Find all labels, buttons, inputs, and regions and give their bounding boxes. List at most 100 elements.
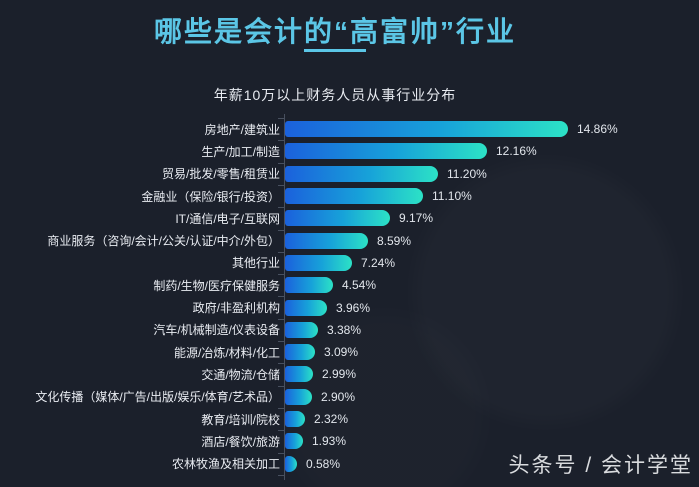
chart-row: 政府/非盈利机构 3.96% bbox=[0, 296, 699, 318]
bar bbox=[285, 411, 305, 427]
chart-row: IT/通信/电子/互联网 9.17% bbox=[0, 207, 699, 229]
chart-row: 汽车/机械制造/仪表设备 3.38% bbox=[0, 319, 699, 341]
bar-wrap: 0.58% bbox=[285, 455, 341, 472]
chart-row: 能源/冶炼/材料/化工 3.09% bbox=[0, 341, 699, 363]
bar bbox=[285, 232, 368, 249]
value-label: 9.17% bbox=[399, 211, 434, 226]
bar-wrap: 14.86% bbox=[285, 121, 618, 138]
chart-row: 农林牧渔及相关加工 0.58% bbox=[0, 452, 699, 474]
category-label: 商业服务（咨询/会计/公关/认证/中介/外包） bbox=[47, 234, 280, 249]
axis-tick bbox=[278, 318, 284, 320]
axis-tick bbox=[278, 207, 284, 209]
value-label: 8.59% bbox=[377, 233, 412, 248]
axis-tick bbox=[278, 229, 284, 231]
value-label: 2.90% bbox=[321, 389, 356, 404]
bar bbox=[285, 321, 318, 338]
bar-chart: 房地产/建筑业 14.86% 生产/加工/制造 12.16% 贸易/批发/零售/租赁业 1… bbox=[0, 118, 699, 475]
axis-tick bbox=[278, 363, 284, 365]
bar-wrap: 11.10% bbox=[285, 188, 472, 205]
axis-tick bbox=[278, 430, 284, 432]
category-label: 制药/生物/医疗保健服务 bbox=[153, 278, 280, 293]
category-label: 能源/冶炼/材料/化工 bbox=[173, 345, 280, 360]
axis-tick bbox=[278, 140, 284, 142]
bar-wrap: 3.96% bbox=[285, 299, 371, 316]
bar-wrap: 4.54% bbox=[285, 277, 377, 294]
axis-tick bbox=[278, 274, 284, 276]
axis-tick bbox=[278, 341, 284, 342]
axis-tick bbox=[278, 118, 284, 119]
bar-wrap: 2.90% bbox=[285, 388, 356, 405]
value-label: 11.20% bbox=[447, 166, 487, 181]
bar-wrap: 1.93% bbox=[285, 433, 347, 450]
chart-row: 制药/生物/医疗保健服务 4.54% bbox=[0, 274, 699, 296]
bar-wrap: 3.09% bbox=[285, 344, 359, 361]
axis-tick bbox=[278, 474, 284, 476]
chart-row: 贸易/批发/零售/租赁业 11.20% bbox=[0, 163, 699, 185]
value-label: 2.32% bbox=[314, 412, 349, 426]
bar bbox=[285, 143, 487, 160]
bar bbox=[285, 455, 297, 472]
category-label: 教育/培训/院校 bbox=[201, 412, 280, 427]
header: 哪些是会计的“高富帅”行业 bbox=[0, 10, 670, 50]
axis-tick bbox=[278, 385, 284, 387]
category-label: IT/通信/电子/互联网 bbox=[175, 211, 280, 226]
axis-tick bbox=[278, 452, 284, 454]
value-label: 3.09% bbox=[324, 345, 359, 360]
category-label: 其他行业 bbox=[231, 256, 280, 271]
bar-wrap: 7.24% bbox=[285, 254, 396, 271]
value-label: 14.86% bbox=[577, 122, 618, 137]
bar bbox=[285, 299, 327, 316]
category-label: 政府/非盈利机构 bbox=[192, 301, 280, 316]
value-label: 12.16% bbox=[496, 144, 537, 159]
bar-wrap: 11.20% bbox=[285, 165, 487, 182]
category-label: 房地产/建筑业 bbox=[204, 122, 280, 137]
chart-row: 文化传播（媒体/广告/出版/娱乐/体育/艺术品） 2.90% bbox=[0, 386, 699, 408]
axis-tick bbox=[278, 407, 284, 409]
y-axis-line bbox=[284, 114, 285, 480]
axis-tick bbox=[278, 162, 284, 164]
bar-wrap: 3.38% bbox=[285, 321, 362, 338]
value-label: 1.93% bbox=[312, 434, 347, 449]
bar-wrap: 2.99% bbox=[285, 366, 357, 383]
bar bbox=[285, 388, 312, 405]
bar bbox=[285, 188, 423, 205]
chart-row: 金融业（保险/银行/投资） 11.10% bbox=[0, 185, 699, 207]
value-label: 4.54% bbox=[342, 278, 377, 293]
value-label: 3.38% bbox=[327, 322, 362, 337]
bar bbox=[285, 366, 313, 383]
category-label: 农林牧渔及相关加工 bbox=[171, 457, 280, 472]
bar-wrap: 8.59% bbox=[285, 232, 412, 249]
value-label: 11.10% bbox=[432, 189, 472, 204]
watermark: 头条号 / 会计学堂 bbox=[508, 454, 693, 477]
axis-tick bbox=[278, 251, 284, 253]
value-label: 3.96% bbox=[336, 300, 371, 315]
bar bbox=[285, 254, 352, 271]
bar-wrap: 9.17% bbox=[285, 210, 434, 227]
chart-subtitle: 年薪10万以上财务人员从事行业分布 bbox=[213, 87, 457, 103]
category-label: 文化传播（媒体/广告/出版/娱乐/体育/艺术品） bbox=[35, 390, 280, 405]
chart-row: 房地产/建筑业 14.86% bbox=[0, 118, 699, 140]
value-label: 7.24% bbox=[361, 255, 396, 270]
category-label: 酒店/餐饮/旅游 bbox=[201, 434, 280, 449]
bar bbox=[285, 165, 438, 182]
bar-wrap: 12.16% bbox=[285, 143, 537, 160]
chart-row: 商业服务（咨询/会计/公关/认证/中介/外包） 8.59% bbox=[0, 229, 699, 251]
bar bbox=[285, 344, 315, 361]
bar bbox=[285, 433, 303, 450]
value-label: 2.99% bbox=[322, 367, 357, 382]
bar-wrap: 2.32% bbox=[285, 411, 348, 427]
bar bbox=[285, 210, 390, 227]
category-label: 汽车/机械制造/仪表设备 bbox=[153, 323, 280, 338]
category-label: 金融业（保险/银行/投资） bbox=[141, 189, 280, 204]
category-label: 贸易/批发/零售/租赁业 bbox=[161, 167, 280, 182]
page-title: 哪些是会计的“高富帅”行业 bbox=[153, 16, 516, 47]
bar bbox=[285, 277, 333, 294]
category-label: 生产/加工/制造 bbox=[201, 144, 280, 159]
chart-row: 教育/培训/院校 2.32% bbox=[0, 408, 699, 430]
title-underline-decoration bbox=[304, 49, 366, 52]
axis-tick bbox=[278, 296, 284, 298]
chart-row: 交通/物流/仓储 2.99% bbox=[0, 363, 699, 385]
value-label: 0.58% bbox=[306, 456, 341, 471]
category-label: 交通/物流/仓储 bbox=[201, 367, 280, 382]
